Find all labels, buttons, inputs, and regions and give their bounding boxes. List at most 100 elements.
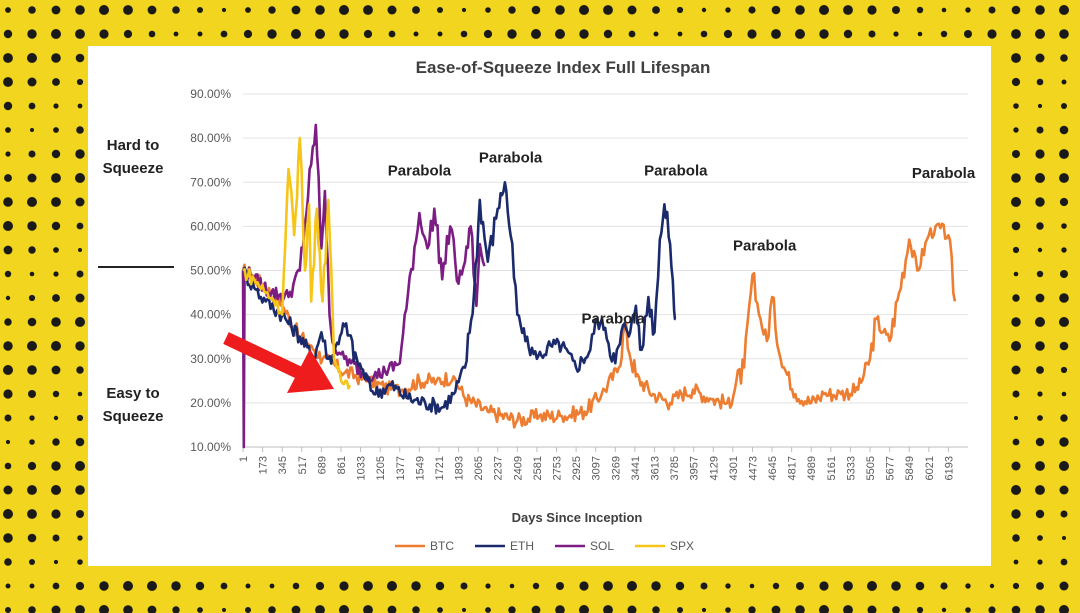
- x-tick-label: 1377: [395, 456, 407, 480]
- halftone-dot: [222, 608, 226, 612]
- halftone-dot: [51, 221, 61, 231]
- halftone-dot: [1011, 221, 1021, 231]
- hard-label-line2: Squeeze: [102, 160, 164, 177]
- halftone-dot: [1060, 510, 1068, 518]
- halftone-dot: [965, 607, 971, 613]
- halftone-dot: [5, 439, 11, 445]
- halftone-dot: [1035, 197, 1045, 207]
- halftone-dot: [147, 605, 157, 613]
- halftone-dot: [819, 5, 829, 15]
- halftone-dot: [651, 581, 661, 591]
- chart-panel: Ease-of-Squeeze Index Full Lifespan 10.0…: [88, 46, 991, 566]
- halftone-dot: [195, 581, 205, 591]
- halftone-dot: [52, 582, 60, 590]
- halftone-dot: [245, 7, 251, 13]
- halftone-dot: [628, 30, 636, 38]
- halftone-dot: [555, 29, 565, 39]
- halftone-dot: [1037, 247, 1043, 253]
- halftone-dot: [988, 606, 996, 613]
- halftone-dot: [27, 485, 37, 495]
- halftone-dot: [1060, 558, 1068, 566]
- halftone-dot: [75, 293, 85, 303]
- halftone-dot: [123, 581, 133, 591]
- halftone-dot: [315, 29, 325, 39]
- x-tick-label: 2925: [571, 456, 583, 480]
- halftone-dot: [339, 581, 349, 591]
- y-axis-tick-labels: 10.00% 20.00% 30.00% 40.00% 50.00% 60.00% 70.0…: [190, 87, 231, 454]
- halftone-dot: [1036, 366, 1044, 374]
- legend-item-btc: BTC: [430, 539, 454, 553]
- halftone-dot: [53, 103, 59, 109]
- halftone-dot: [1011, 53, 1021, 63]
- halftone-dot: [76, 414, 84, 422]
- halftone-dot: [28, 6, 36, 14]
- halftone-dot: [1036, 582, 1044, 590]
- hard-to-squeeze-label: Hard to Squeeze: [92, 134, 174, 180]
- halftone-dot: [29, 439, 35, 445]
- halftone-dot: [245, 607, 251, 613]
- halftone-dot: [3, 389, 13, 399]
- halftone-dot: [603, 581, 613, 591]
- x-tick-label: 1: [238, 456, 250, 462]
- halftone-dot: [99, 605, 109, 613]
- halftone-dot: [77, 535, 83, 541]
- halftone-dot: [652, 606, 660, 613]
- halftone-dot: [4, 414, 12, 422]
- halftone-dot: [291, 605, 301, 613]
- arrow-shaft: [223, 332, 309, 382]
- halftone-dot: [579, 605, 589, 613]
- halftone-dot: [75, 581, 85, 591]
- halftone-dot: [508, 606, 516, 613]
- x-tick-label: 4129: [708, 456, 720, 480]
- halftone-dot: [51, 509, 61, 519]
- halftone-dot: [172, 606, 180, 613]
- halftone-dot: [243, 29, 253, 39]
- halftone-dot: [747, 29, 757, 39]
- halftone-dot: [172, 6, 180, 14]
- halftone-dot: [483, 29, 493, 39]
- x-tick-label: 3785: [669, 456, 681, 480]
- halftone-dot: [1012, 294, 1020, 302]
- halftone-dot: [555, 5, 565, 15]
- halftone-dot: [268, 606, 276, 613]
- halftone-dot: [700, 30, 708, 38]
- halftone-dot: [53, 247, 59, 253]
- halftone-dot: [5, 151, 11, 157]
- halftone-dot: [123, 29, 133, 39]
- legend-item-spx: SPX: [670, 539, 694, 553]
- halftone-dot: [99, 5, 109, 15]
- halftone-dot: [51, 53, 61, 63]
- halftone-dot: [867, 581, 877, 591]
- legend-item-sol: SOL: [590, 539, 614, 553]
- x-tick-label: 1549: [414, 456, 426, 480]
- halftone-dot: [30, 128, 34, 132]
- halftone-dot: [387, 605, 397, 613]
- halftone-dot: [1059, 29, 1069, 39]
- halftone-dot: [339, 5, 349, 15]
- halftone-dot: [1036, 222, 1044, 230]
- halftone-dot: [76, 270, 84, 278]
- x-tick-label: 4817: [787, 456, 799, 480]
- halftone-dot: [531, 29, 541, 39]
- halftone-dot: [52, 78, 60, 86]
- halftone-dot: [3, 221, 13, 231]
- halftone-dot: [51, 197, 61, 207]
- halftone-dot: [363, 581, 373, 591]
- halftone-dot: [579, 5, 589, 15]
- halftone-dot: [27, 197, 37, 207]
- halftone-dot: [843, 5, 853, 15]
- halftone-dot: [891, 581, 901, 591]
- halftone-dot: [3, 101, 13, 111]
- halftone-dot: [917, 31, 923, 37]
- halftone-dot: [1035, 293, 1045, 303]
- halftone-dot: [3, 365, 13, 375]
- halftone-dot: [3, 485, 13, 495]
- legend-item-eth: ETH: [510, 539, 534, 553]
- halftone-dot: [1059, 293, 1069, 303]
- halftone-dot: [123, 605, 133, 613]
- halftone-dot: [437, 7, 443, 13]
- halftone-dot: [51, 605, 61, 613]
- easy-label-line1: Easy to: [106, 385, 160, 402]
- halftone-dot: [843, 581, 853, 591]
- halftone-dot: [868, 30, 876, 38]
